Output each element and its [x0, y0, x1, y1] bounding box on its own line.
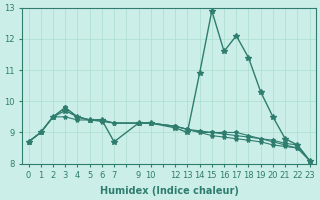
X-axis label: Humidex (Indice chaleur): Humidex (Indice chaleur) [100, 186, 238, 196]
